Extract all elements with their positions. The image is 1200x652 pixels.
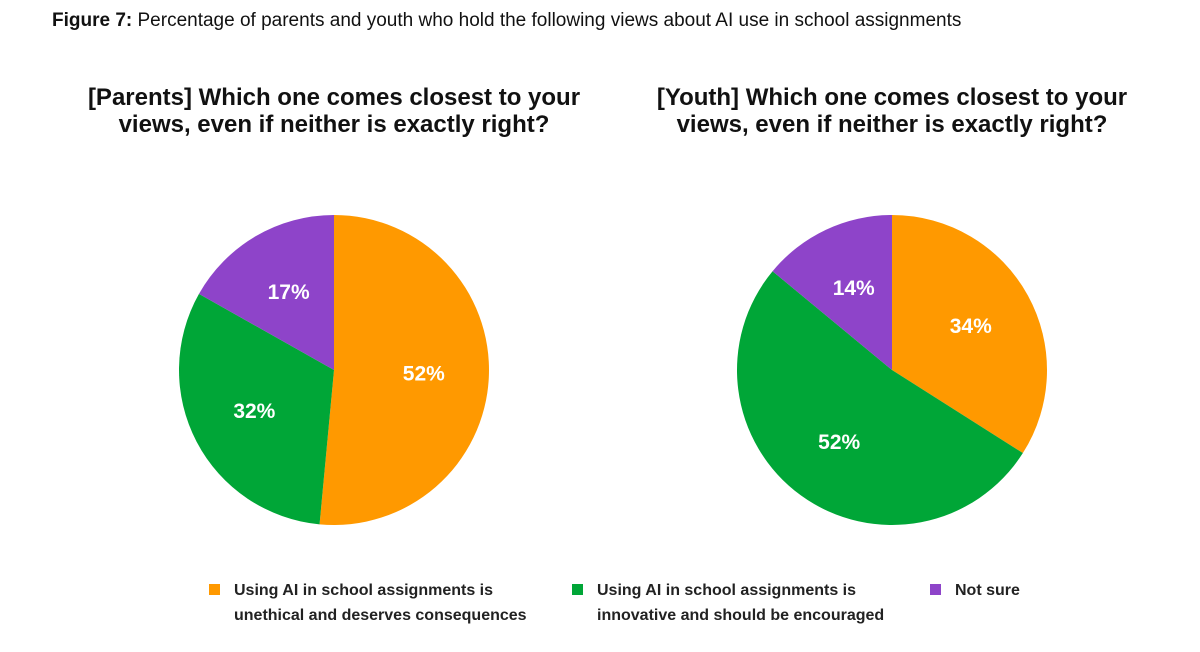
legend-label-line1: Using AI in school assignments is bbox=[597, 582, 857, 599]
legend-label-line2: innovative and should be encouraged bbox=[597, 607, 885, 624]
youth-slice-innovative bbox=[736, 271, 1023, 526]
youth-slice-unethical bbox=[892, 215, 1047, 454]
youth-label-innovative: 52% bbox=[818, 431, 860, 454]
youth-chart-title-line1: [Youth] Which one comes closest to your bbox=[656, 84, 1128, 111]
legend-label-line1: Not sure bbox=[955, 582, 1020, 599]
youth-label-unethical: 34% bbox=[950, 315, 992, 338]
youth-chart-title: [Youth] Which one comes closest to your … bbox=[612, 84, 1172, 138]
youth-chart-title-line2: views, even if neither is exactly right? bbox=[676, 111, 1108, 138]
parents-chart-title: [Parents] Which one comes closest to you… bbox=[54, 84, 614, 138]
legend: Using AI in school assignments is unethi… bbox=[0, 578, 1200, 638]
parents-label-not-sure: 17% bbox=[268, 281, 310, 304]
figure-caption: Percentage of parents and youth who hold… bbox=[132, 10, 962, 31]
legend-label-line1: Using AI in school assignments is bbox=[234, 582, 494, 599]
youth-pie-chart: 34% 52% 14% bbox=[736, 215, 1047, 526]
legend-item-unethical: Using AI in school assignments is unethi… bbox=[209, 578, 529, 628]
legend-swatch-green bbox=[572, 584, 583, 595]
parents-slice-innovative bbox=[179, 293, 334, 525]
parents-slice-not-sure bbox=[198, 215, 334, 370]
figure-number: Figure 7: bbox=[52, 10, 133, 31]
youth-label-not-sure: 14% bbox=[833, 277, 875, 300]
parents-label-innovative: 32% bbox=[233, 400, 275, 423]
legend-swatch-orange bbox=[209, 584, 220, 595]
parents-chart-title-line2: views, even if neither is exactly right? bbox=[118, 111, 550, 138]
parents-label-unethical: 52% bbox=[403, 363, 445, 386]
parents-pie-chart: 52% 32% 17% bbox=[179, 215, 490, 525]
parents-chart-title-line1: [Parents] Which one comes closest to you… bbox=[87, 84, 581, 111]
figure-title: Figure 7: Percentage of parents and yout… bbox=[52, 10, 961, 32]
legend-item-innovative: Using AI in school assignments is innova… bbox=[572, 578, 892, 628]
legend-label-line2: unethical and deserves consequences bbox=[234, 607, 527, 624]
legend-item-not-sure: Not sure bbox=[930, 578, 1090, 603]
legend-swatch-purple bbox=[930, 584, 941, 595]
parents-slice-unethical bbox=[319, 215, 490, 525]
youth-slice-not-sure bbox=[772, 215, 892, 370]
